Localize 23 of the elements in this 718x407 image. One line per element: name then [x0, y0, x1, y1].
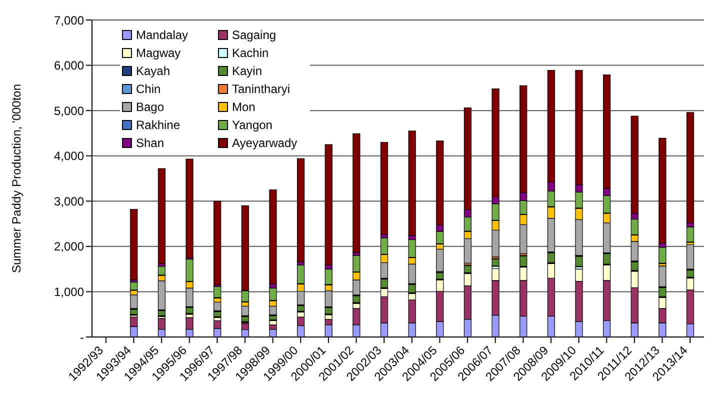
legend-label: Kayah — [136, 64, 170, 78]
legend-label: Kachin — [232, 46, 269, 60]
y-tick-label: 3,000 — [54, 194, 84, 208]
y-tick-label: 4,000 — [54, 149, 84, 164]
y-tick-label: 6,000 — [54, 58, 84, 73]
legend-label: Rakhine — [136, 118, 180, 132]
y-tick-label: 5,000 — [54, 104, 84, 118]
legend-label: Magway — [136, 46, 181, 60]
y-tick-label: 2,000 — [54, 240, 84, 254]
y-axis-title: Summer Paddy Production, '000ton — [9, 84, 24, 274]
legend-label: Tanintharyi — [232, 82, 290, 96]
y-tick-label: - — [80, 330, 84, 344]
legend-label: Sagaing — [232, 28, 276, 42]
y-tick-label: 7,000 — [54, 13, 84, 28]
legend-label: Chin — [136, 82, 161, 96]
legend-label: Shan — [136, 136, 164, 150]
legend-label: Ayeyarwady — [232, 136, 298, 150]
y-tick-label: 1,000 — [54, 284, 84, 299]
legend-label: Kayin — [232, 64, 262, 78]
legend-label: Yangon — [232, 118, 272, 132]
legend-label: Mandalay — [136, 28, 188, 42]
legend-label: Bago — [136, 100, 164, 114]
legend-label: Mon — [232, 100, 256, 114]
